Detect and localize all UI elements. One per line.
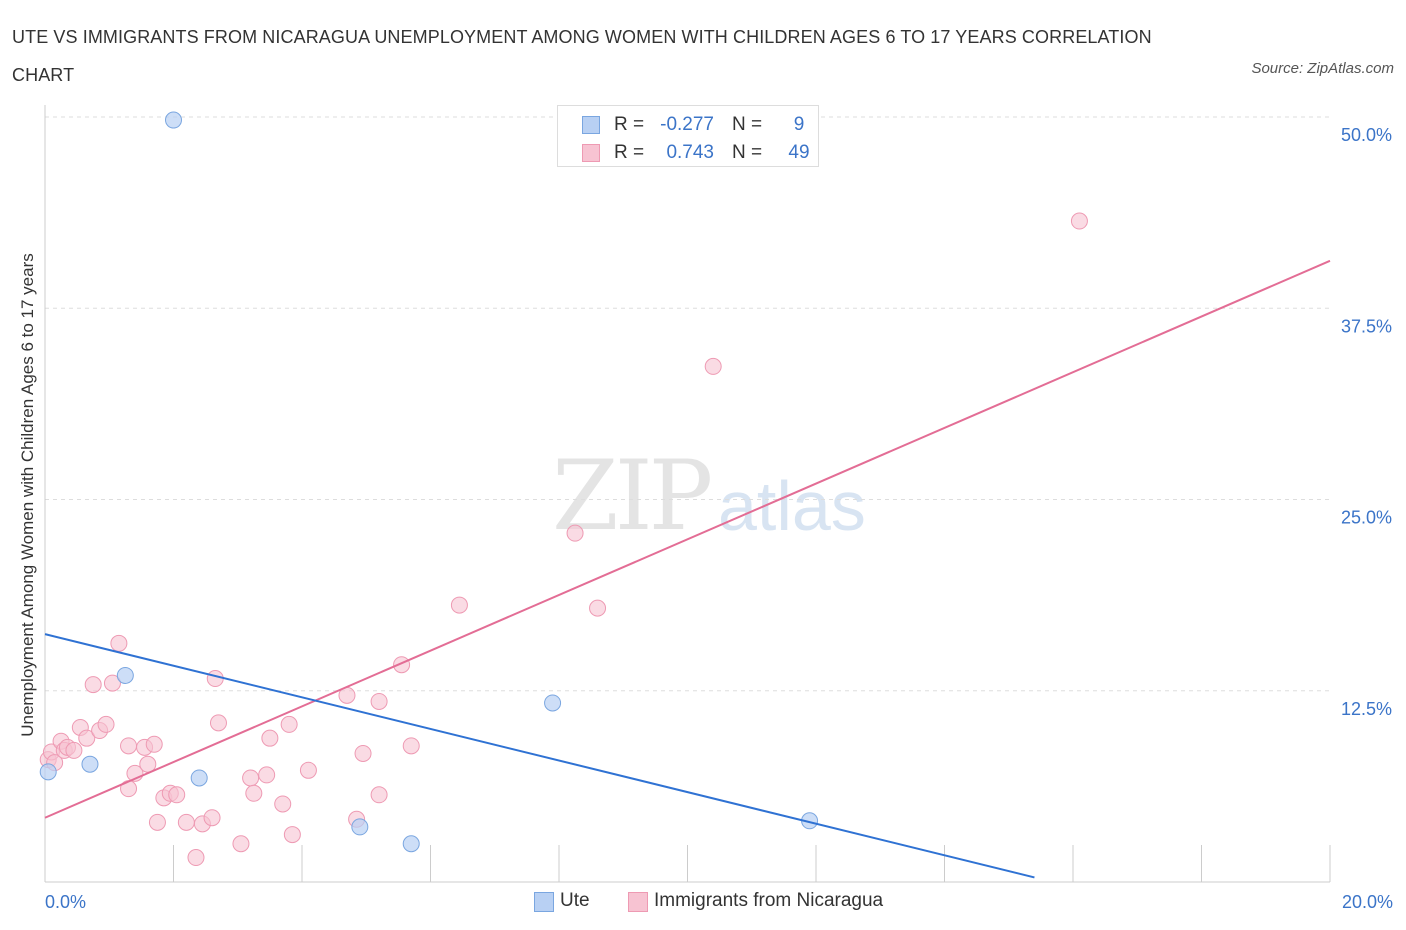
nicaragua-point xyxy=(148,813,166,831)
nicaragua-point xyxy=(245,784,263,802)
chart-title: UTE VS IMMIGRANTS FROM NICARAGUA UNEMPLO… xyxy=(12,27,1152,85)
nicaragua-point xyxy=(354,744,372,762)
ute-point xyxy=(116,666,134,684)
nicaragua-point xyxy=(84,676,102,694)
nicaragua-point xyxy=(97,715,115,733)
nicaragua-swatch xyxy=(582,144,600,162)
ute-swatch xyxy=(534,892,554,912)
ute-point xyxy=(39,763,57,781)
chart-source: Source: ZipAtlas.com xyxy=(1251,60,1394,77)
y-tick-label: 50.0% xyxy=(1341,125,1392,145)
bottom-legend-label: Ute xyxy=(560,890,590,911)
ute-point xyxy=(81,755,99,773)
bottom-legend-label: Immigrants from Nicaragua xyxy=(654,890,884,911)
y-tick-label: 12.5% xyxy=(1341,699,1392,719)
nicaragua-point xyxy=(370,786,388,804)
nicaragua-point xyxy=(258,766,276,784)
y-tick-label: 25.0% xyxy=(1341,508,1392,528)
ute-point xyxy=(165,111,182,129)
nicaragua-point xyxy=(589,599,607,617)
legend-r-label: R = xyxy=(614,142,645,163)
legend-n-value: 9 xyxy=(793,114,805,135)
y-tick-label: 37.5% xyxy=(1341,316,1392,336)
nicaragua-point xyxy=(206,670,224,688)
ute-point xyxy=(351,818,369,836)
nicaragua-point xyxy=(209,714,227,732)
legend-r-value: 0.743 xyxy=(666,142,714,163)
legend-n-label: N = xyxy=(732,114,763,135)
nicaragua-trend-line xyxy=(44,259,1331,819)
nicaragua-point xyxy=(65,741,83,759)
ute-swatch xyxy=(582,116,600,134)
ute-point xyxy=(544,694,562,712)
legend-n-value: 49 xyxy=(788,142,810,163)
nicaragua-point xyxy=(242,769,260,787)
nicaragua-point xyxy=(203,809,221,827)
ute-point xyxy=(190,769,208,787)
nicaragua-point xyxy=(280,715,298,733)
legend-r-value: -0.277 xyxy=(660,114,714,135)
ute-trend-line xyxy=(44,633,1035,879)
nicaragua-point xyxy=(274,795,292,813)
nicaragua-point xyxy=(177,813,195,831)
nicaragua-point xyxy=(232,835,250,853)
nicaragua-point xyxy=(299,761,317,779)
nicaragua-point xyxy=(566,524,584,542)
ute-point xyxy=(402,835,420,853)
x-tick-label: 20.0% xyxy=(1342,892,1393,912)
nicaragua-point xyxy=(402,737,420,755)
nicaragua-point xyxy=(704,357,722,375)
correlation-legend: R = -0.277 N = 9 R = 0.743 N = 49 xyxy=(557,105,819,167)
nicaragua-point xyxy=(110,634,128,652)
nicaragua-point xyxy=(370,692,388,710)
nicaragua-point xyxy=(450,596,468,614)
legend-n-label: N = xyxy=(732,142,763,163)
legend-r-label: R = xyxy=(614,114,645,135)
nicaragua-swatch xyxy=(628,892,648,912)
nicaragua-point xyxy=(145,735,163,753)
nicaragua-point xyxy=(168,786,186,804)
nicaragua-point xyxy=(103,674,121,692)
watermark-atlas: atlas xyxy=(718,467,866,545)
nicaragua-point xyxy=(1070,212,1088,230)
nicaragua-point xyxy=(120,737,138,755)
nicaragua-point xyxy=(78,729,96,747)
nicaragua-point xyxy=(187,849,205,867)
nicaragua-point xyxy=(283,826,301,844)
nicaragua-point xyxy=(261,729,279,747)
y-axis-label: Unemployment Among Women with Children A… xyxy=(18,253,37,737)
x-tick-label: 0.0% xyxy=(45,892,86,912)
